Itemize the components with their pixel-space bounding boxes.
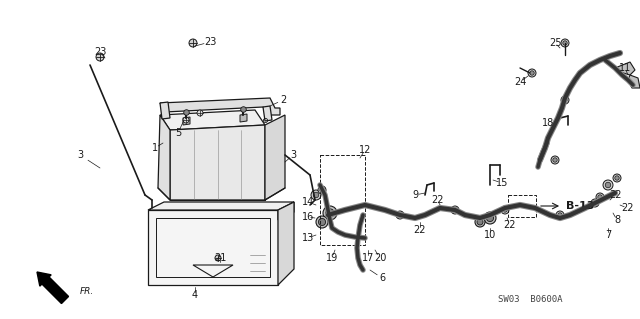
Circle shape — [183, 117, 189, 123]
Circle shape — [593, 201, 597, 205]
Polygon shape — [278, 202, 294, 285]
Circle shape — [613, 174, 621, 182]
Bar — [320, 155, 365, 245]
Text: 19: 19 — [326, 253, 338, 263]
Circle shape — [530, 71, 534, 75]
Polygon shape — [158, 115, 170, 200]
Circle shape — [556, 211, 564, 219]
Circle shape — [603, 180, 613, 190]
Text: SW03  B0600A: SW03 B0600A — [498, 295, 563, 305]
Text: 20: 20 — [374, 253, 386, 263]
Polygon shape — [263, 106, 272, 121]
Text: 22: 22 — [413, 225, 426, 235]
Polygon shape — [265, 115, 285, 200]
Circle shape — [551, 156, 559, 164]
Text: 17: 17 — [362, 253, 374, 263]
Text: 4: 4 — [192, 290, 198, 300]
Polygon shape — [278, 202, 294, 220]
Text: 8: 8 — [614, 215, 620, 225]
Text: 5: 5 — [175, 128, 181, 138]
Circle shape — [563, 41, 567, 45]
Text: 22: 22 — [609, 190, 621, 200]
Circle shape — [319, 219, 326, 226]
Text: B-13: B-13 — [566, 201, 594, 211]
Text: FR.: FR. — [80, 287, 94, 296]
Text: 7: 7 — [605, 230, 611, 240]
Text: 9: 9 — [412, 190, 418, 200]
Circle shape — [451, 206, 459, 214]
Polygon shape — [240, 114, 247, 122]
Text: 15: 15 — [496, 178, 508, 188]
Circle shape — [323, 206, 337, 220]
Text: 10: 10 — [484, 230, 496, 240]
Text: 18: 18 — [542, 118, 554, 128]
Text: 23: 23 — [94, 47, 106, 57]
Polygon shape — [160, 98, 280, 115]
Circle shape — [553, 158, 557, 162]
Polygon shape — [170, 125, 265, 200]
Text: 24: 24 — [514, 77, 526, 87]
Text: 2: 2 — [280, 95, 286, 105]
Circle shape — [189, 39, 197, 47]
Text: 3: 3 — [77, 150, 83, 160]
Text: 23: 23 — [204, 37, 216, 47]
Circle shape — [591, 199, 599, 207]
Circle shape — [326, 209, 334, 217]
Circle shape — [396, 211, 404, 219]
Circle shape — [501, 206, 509, 214]
Text: 22: 22 — [431, 195, 444, 205]
Circle shape — [598, 195, 602, 199]
Text: 21: 21 — [214, 253, 226, 263]
Circle shape — [563, 98, 567, 102]
Circle shape — [561, 96, 569, 104]
Polygon shape — [615, 62, 635, 75]
Circle shape — [475, 217, 485, 227]
Text: 22: 22 — [621, 203, 633, 213]
Circle shape — [558, 213, 562, 217]
Circle shape — [486, 214, 493, 222]
Circle shape — [398, 213, 402, 217]
Polygon shape — [148, 202, 294, 210]
FancyArrow shape — [37, 272, 68, 304]
Circle shape — [484, 212, 496, 224]
Text: 25: 25 — [548, 38, 561, 48]
Circle shape — [503, 208, 507, 212]
Circle shape — [453, 208, 457, 212]
Polygon shape — [183, 117, 190, 125]
Text: 22: 22 — [504, 220, 516, 230]
Polygon shape — [148, 210, 278, 285]
Circle shape — [311, 190, 321, 200]
Text: 12: 12 — [359, 145, 371, 155]
Circle shape — [605, 182, 611, 188]
Circle shape — [320, 188, 324, 192]
Circle shape — [528, 69, 536, 77]
Circle shape — [318, 186, 326, 194]
Text: 3: 3 — [290, 150, 296, 160]
Circle shape — [96, 53, 104, 61]
Text: 6: 6 — [379, 273, 385, 283]
Circle shape — [197, 110, 203, 116]
Text: 11: 11 — [619, 63, 631, 73]
Circle shape — [477, 219, 483, 225]
Text: 14: 14 — [302, 197, 314, 207]
Bar — [508, 195, 536, 217]
Polygon shape — [160, 110, 265, 130]
Circle shape — [313, 192, 319, 198]
Circle shape — [215, 255, 221, 261]
Circle shape — [561, 39, 569, 47]
Text: 1: 1 — [152, 143, 158, 153]
Circle shape — [615, 176, 620, 180]
Polygon shape — [160, 102, 170, 119]
Polygon shape — [628, 75, 640, 88]
Circle shape — [316, 216, 328, 228]
Polygon shape — [193, 265, 233, 277]
Text: 13: 13 — [302, 233, 314, 243]
Text: 16: 16 — [302, 212, 314, 222]
Circle shape — [596, 193, 604, 201]
